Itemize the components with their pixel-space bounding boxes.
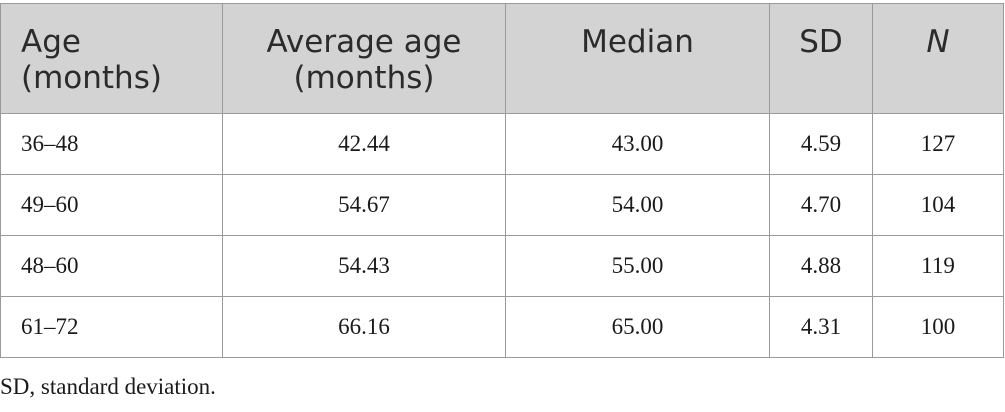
data-table-container: Age (months) Average age (months) Median… xyxy=(0,3,1004,358)
cell-age: 49–60 xyxy=(0,174,223,236)
age-statistics-table: Age (months) Average age (months) Median… xyxy=(0,3,1004,358)
table-row: 36–48 42.44 43.00 4.59 127 xyxy=(0,113,1004,175)
header-sd-label: SD xyxy=(799,24,843,60)
cell-median: 55.00 xyxy=(505,235,770,297)
table-row: 49–60 54.67 54.00 4.70 104 xyxy=(0,174,1004,236)
cell-n: 104 xyxy=(872,174,1004,236)
cell-sd: 4.88 xyxy=(769,235,873,297)
cell-n: 119 xyxy=(872,235,1004,297)
cell-sd: 4.70 xyxy=(769,174,873,236)
cell-median: 43.00 xyxy=(505,113,770,175)
cell-age: 36–48 xyxy=(0,113,223,175)
cell-n: 100 xyxy=(872,296,1004,358)
table-row: 48–60 54.43 55.00 4.88 119 xyxy=(0,235,1004,297)
cell-age: 61–72 xyxy=(0,296,223,358)
cell-average-age: 66.16 xyxy=(222,296,506,358)
header-age: Age (months) xyxy=(0,3,223,114)
header-average-age-label: Average age (months) xyxy=(266,24,462,96)
header-age-label: Age (months) xyxy=(21,24,162,96)
table-footnote: SD, standard deviation. xyxy=(0,374,216,399)
cell-age: 48–60 xyxy=(0,235,223,297)
cell-average-age: 54.43 xyxy=(222,235,506,297)
cell-sd: 4.31 xyxy=(769,296,873,358)
cell-average-age: 54.67 xyxy=(222,174,506,236)
cell-sd: 4.59 xyxy=(769,113,873,175)
header-n-label: N xyxy=(926,24,950,60)
table-header: Age (months) Average age (months) Median… xyxy=(0,3,1004,114)
cell-n: 127 xyxy=(872,113,1004,175)
table-body: 36–48 42.44 43.00 4.59 127 49–60 54.67 5… xyxy=(0,113,1004,358)
header-average-age: Average age (months) xyxy=(222,3,506,114)
cell-median: 65.00 xyxy=(505,296,770,358)
header-median-label: Median xyxy=(581,24,694,60)
header-row: Age (months) Average age (months) Median… xyxy=(0,3,1004,114)
table-row: 61–72 66.16 65.00 4.31 100 xyxy=(0,296,1004,358)
header-n: N xyxy=(872,3,1004,114)
header-sd: SD xyxy=(769,3,873,114)
cell-median: 54.00 xyxy=(505,174,770,236)
cell-average-age: 42.44 xyxy=(222,113,506,175)
header-median: Median xyxy=(505,3,770,114)
